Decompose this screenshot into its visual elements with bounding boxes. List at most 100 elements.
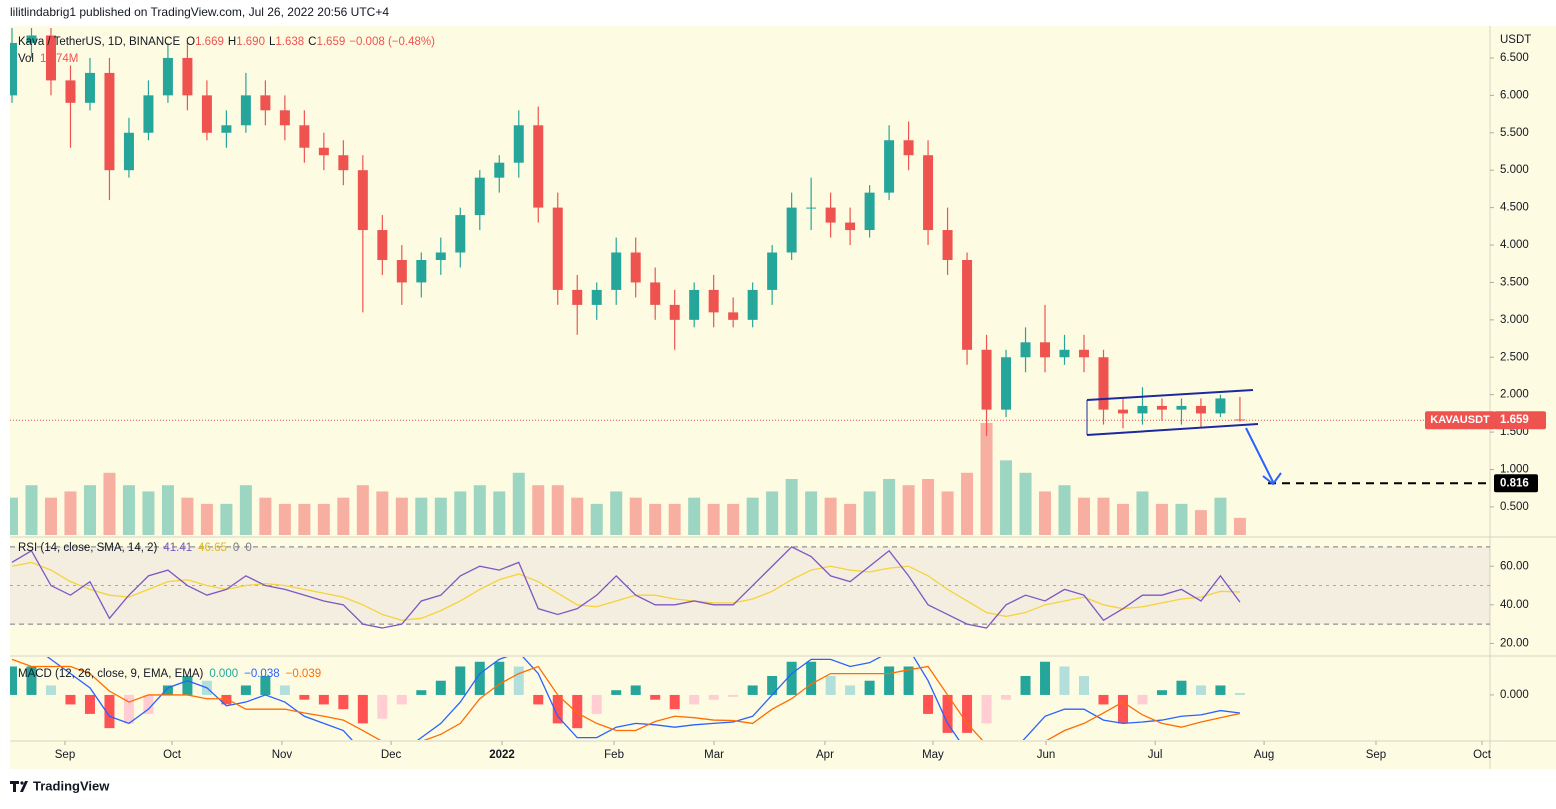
y-tick-label: 20.00 <box>1500 637 1529 649</box>
channel-upper <box>1086 389 1254 401</box>
volume-bar <box>1078 497 1091 535</box>
legend-title: RSI (14, close, SMA, 14, 2) <box>18 542 158 554</box>
candle-body <box>1059 349 1070 358</box>
volume-bar <box>181 497 194 535</box>
macd-line <box>11 658 1241 740</box>
legend-key: H <box>228 36 236 48</box>
y-tick-label: 5.500 <box>1500 127 1529 139</box>
macd-histogram-bar <box>630 685 641 695</box>
footer: TradingView <box>33 778 110 793</box>
macd-histogram-bar <box>884 666 895 695</box>
candle-body <box>1079 349 1090 358</box>
candle-body <box>728 312 739 320</box>
x-tick-label: Feb <box>604 749 624 761</box>
macd-histogram-bar <box>104 694 115 729</box>
axis-layer: Sep Oct Nov Dec 2022 Feb Mar Apr May Jun Jul Aug Sep… <box>55 52 1546 761</box>
candle-body <box>357 170 368 231</box>
macd-histogram-bar <box>1020 675 1031 695</box>
candle-body <box>182 57 193 96</box>
macd-histogram-bar <box>1079 675 1090 695</box>
macd-histogram-bar <box>182 675 193 695</box>
volume-bar <box>551 485 564 535</box>
volume-bar <box>571 497 584 535</box>
macd-histogram-bar <box>377 694 388 719</box>
candle-body <box>201 95 212 133</box>
x-tick-label: Sep <box>55 749 75 761</box>
candle-body <box>221 125 232 133</box>
rsi-line <box>11 561 1240 621</box>
macd-histogram-bar <box>396 694 407 705</box>
candle-body <box>1098 357 1109 410</box>
target-label: 0.816 <box>1500 477 1529 489</box>
volume-bar <box>1116 503 1129 535</box>
macd-histogram-bar <box>942 694 953 733</box>
macd-legend: MACD (12, 26, close, 9, EMA, EMA) 0.000 −0… <box>18 668 321 680</box>
x-tick-label: Mar <box>704 749 724 761</box>
candle-body <box>572 289 583 305</box>
candle-body <box>435 252 446 260</box>
price-layer <box>10 28 1490 436</box>
footer-logo <box>10 781 28 792</box>
legend-key: Vol <box>18 53 34 65</box>
macd-histogram-bar <box>435 680 446 695</box>
candle-body <box>455 215 466 253</box>
candle-body <box>279 110 290 126</box>
x-tick-label: May <box>922 749 944 761</box>
candle-body <box>650 282 661 305</box>
y-tick-label: 5.000 <box>1500 164 1529 176</box>
candle-body <box>26 35 37 43</box>
candle-body <box>669 304 680 320</box>
macd-histogram-bar <box>299 694 310 700</box>
candle-body <box>474 177 485 216</box>
axis-background <box>1490 26 1556 741</box>
macd-histogram-bar <box>513 666 524 695</box>
volume-bar <box>1155 503 1168 535</box>
macd-histogram-bar <box>318 694 329 705</box>
volume-bar <box>785 479 798 535</box>
macd-histogram-bar <box>1234 693 1245 695</box>
volume-bar <box>512 472 525 535</box>
volume-bar <box>1136 491 1149 535</box>
volume-bar <box>649 503 662 535</box>
header: lilitlindabrig1 published on TradingView… <box>10 5 389 19</box>
volume-bar <box>1019 472 1032 535</box>
candle-body <box>1234 419 1245 421</box>
macd-histogram-bar <box>357 694 368 724</box>
rsi-line <box>11 546 1241 629</box>
volume-bar <box>83 485 96 535</box>
legend-value: 0.000 <box>209 668 238 680</box>
y-tick-label: 2.500 <box>1500 351 1529 363</box>
volume-bar <box>415 497 428 535</box>
volume-bar <box>1000 460 1013 535</box>
volume-bar <box>376 491 389 535</box>
volume-bar <box>1039 491 1052 535</box>
macd-histogram-bar <box>279 685 290 695</box>
candle-body <box>377 230 388 260</box>
volume-bar <box>317 503 330 535</box>
volume-bar <box>298 503 311 535</box>
candle-body <box>162 57 173 96</box>
candle-body <box>942 230 953 260</box>
volume-bar <box>707 503 720 535</box>
candle-body <box>630 252 641 283</box>
macd-histogram-bar <box>845 685 856 695</box>
y-tick-label: 0.000 <box>1500 689 1529 701</box>
volume-bar <box>337 497 350 535</box>
volume-bar <box>1194 510 1207 535</box>
legend-value: 1.669 <box>195 36 224 48</box>
volume-bar <box>220 503 233 535</box>
macd-histogram-bar <box>1117 694 1128 724</box>
candle-body <box>1176 405 1187 410</box>
x-tick-label: Oct <box>163 749 182 761</box>
last-price-label: 1.659 <box>1500 414 1529 426</box>
macd-histogram-bar <box>1176 680 1187 695</box>
macd-histogram-bar <box>240 685 251 695</box>
volume-bar <box>454 491 467 535</box>
volume-bar <box>1175 503 1188 535</box>
legend-value: −0.038 <box>244 668 280 680</box>
macd-histogram-bar <box>338 694 349 710</box>
x-tick-label: Apr <box>816 749 834 761</box>
volume-bar <box>356 485 369 535</box>
candle-body <box>1001 357 1012 410</box>
macd-histogram-bar <box>474 661 485 695</box>
